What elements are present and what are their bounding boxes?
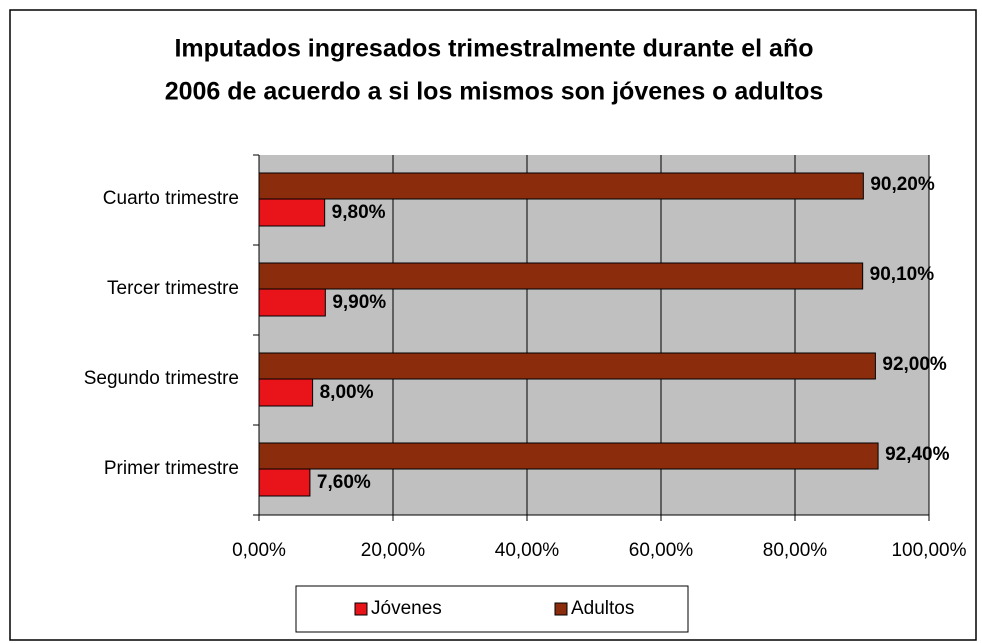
y-tick-label: Segundo trimestre: [84, 368, 239, 389]
bar: [258, 442, 879, 470]
bar: [258, 172, 864, 200]
value-label: 9,90%: [332, 292, 386, 313]
chart-title: Imputados ingresados trimestralmente dur…: [174, 35, 813, 63]
bar: [258, 262, 864, 290]
value-label: 92,00%: [882, 354, 947, 375]
x-tick-label: 40,00%: [495, 540, 560, 561]
value-label: 9,80%: [332, 202, 386, 223]
legend-swatch: [354, 602, 368, 616]
x-tick-label: 60,00%: [629, 540, 694, 561]
legend-label: Jóvenes: [371, 598, 442, 619]
chart-title: 2006 de acuerdo a si los mismos son jóve…: [165, 78, 824, 106]
y-tick-label: Cuarto trimestre: [103, 188, 239, 209]
y-tick-label: Tercer trimestre: [107, 278, 239, 299]
bar: [258, 468, 311, 497]
x-tick-label: 100,00%: [891, 540, 966, 561]
bar: [258, 288, 326, 317]
value-label: 90,20%: [870, 174, 935, 195]
value-label: 8,00%: [320, 382, 374, 403]
bar: [258, 198, 326, 227]
legend-label: Adultos: [571, 598, 634, 619]
x-tick-label: 20,00%: [361, 540, 426, 561]
value-label: 92,40%: [885, 444, 950, 465]
bar: [258, 352, 876, 380]
bar: [258, 378, 314, 407]
value-label: 90,10%: [870, 264, 935, 285]
x-tick-label: 80,00%: [763, 540, 828, 561]
value-label: 7,60%: [317, 472, 371, 493]
y-tick-label: Primer trimestre: [104, 458, 239, 479]
x-tick-label: 0,00%: [232, 540, 286, 561]
legend-swatch: [554, 602, 568, 616]
